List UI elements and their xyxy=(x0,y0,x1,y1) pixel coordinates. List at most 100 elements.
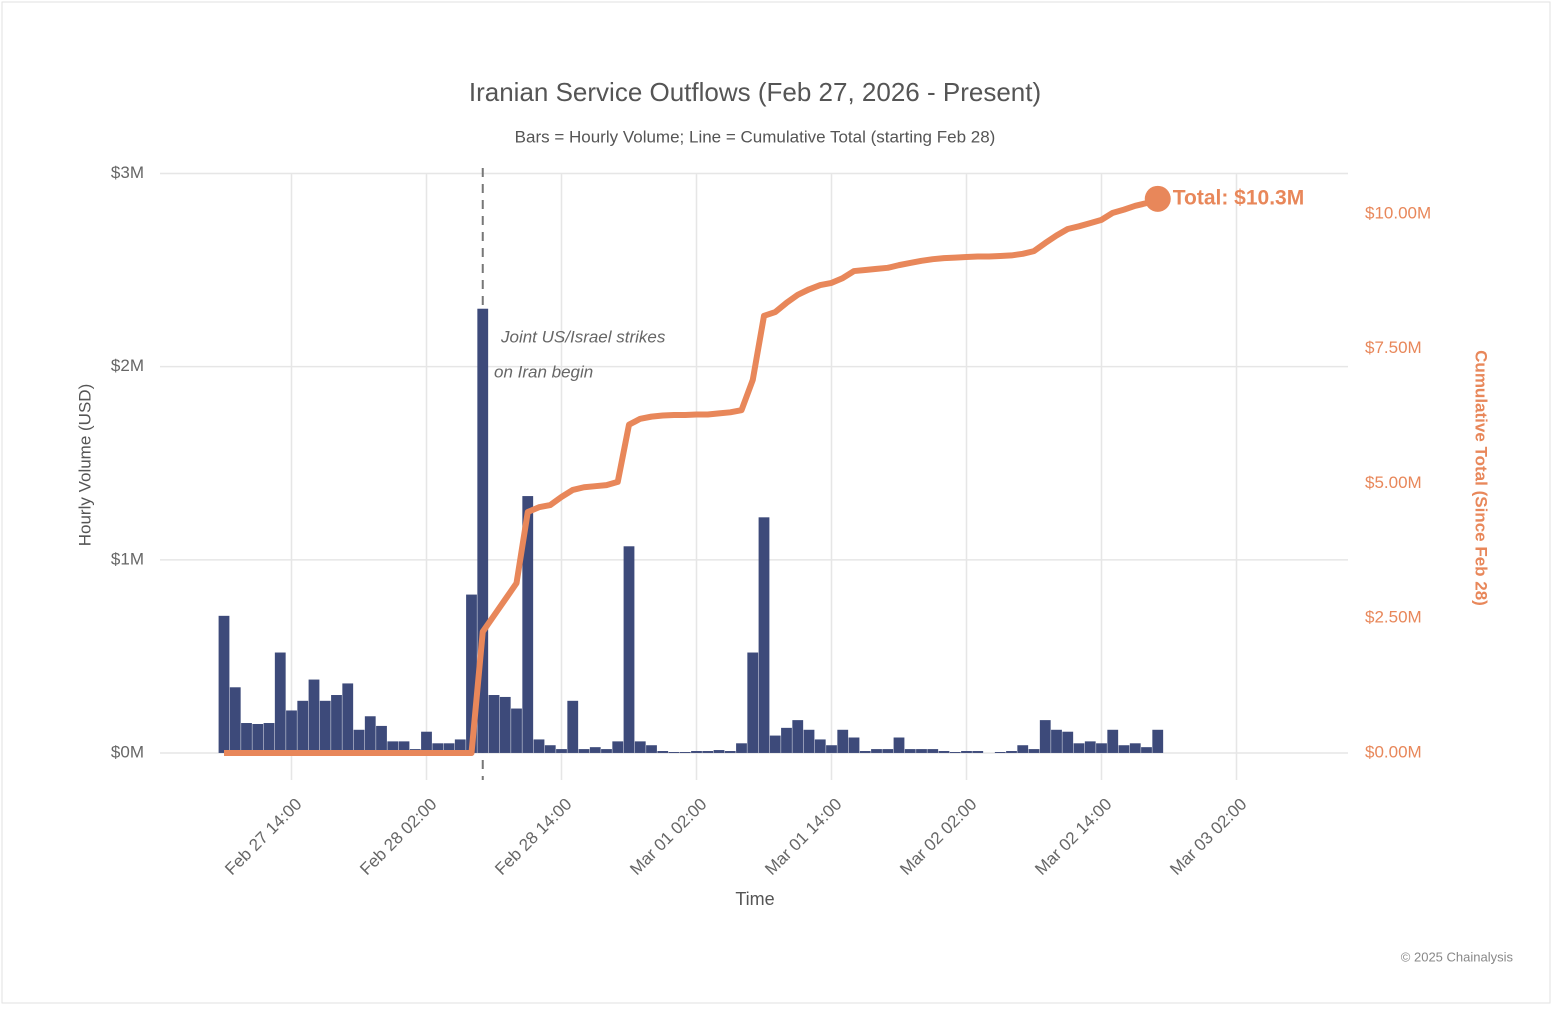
bar xyxy=(364,716,376,753)
bar xyxy=(938,751,950,753)
end-label: Total: $10.3M xyxy=(1173,186,1304,209)
bar xyxy=(1051,729,1062,753)
bar xyxy=(713,750,725,753)
bar xyxy=(646,745,657,753)
bar xyxy=(916,749,927,753)
bar xyxy=(466,594,477,753)
bar xyxy=(443,743,455,753)
bar xyxy=(792,720,804,753)
bar xyxy=(871,749,882,753)
bar xyxy=(1073,743,1085,753)
annotation: on Iran begin xyxy=(494,362,593,381)
y2-tick-label: $0.00M xyxy=(1365,743,1422,762)
y2-tick-label: $7.50M xyxy=(1365,338,1422,357)
bar xyxy=(1107,729,1119,753)
bar xyxy=(263,723,275,753)
y2-tick-label: $10.00M xyxy=(1365,203,1431,222)
bar xyxy=(477,308,489,753)
bar xyxy=(589,747,601,753)
bar xyxy=(691,751,702,753)
bar xyxy=(769,735,781,753)
bar xyxy=(623,546,635,753)
bar xyxy=(781,727,792,753)
bar xyxy=(1039,720,1051,753)
bar xyxy=(612,741,624,753)
bar xyxy=(1141,747,1152,753)
y-tick-label: $0M xyxy=(111,742,144,761)
bar xyxy=(556,749,567,753)
bar xyxy=(1084,741,1096,753)
y2-axis-title: Cumulative Total (Since Feb 28) xyxy=(1472,350,1491,606)
bar xyxy=(994,751,1006,753)
bar xyxy=(961,751,972,753)
bar xyxy=(353,729,365,753)
bar xyxy=(826,745,837,753)
y-tick-label: $1M xyxy=(111,549,144,568)
y2-tick-label: $2.50M xyxy=(1365,608,1422,627)
bar xyxy=(668,751,680,753)
bar xyxy=(837,729,849,753)
bar xyxy=(398,741,410,753)
bar xyxy=(252,723,264,753)
bar xyxy=(848,737,860,753)
chart-title: Iranian Service Outflows (Feb 27, 2026 -… xyxy=(469,77,1041,107)
bar xyxy=(1118,745,1130,753)
bar xyxy=(578,749,590,753)
bar xyxy=(904,749,916,753)
annotation: Joint US/Israel strikes xyxy=(500,327,666,346)
bar xyxy=(308,679,320,753)
bar xyxy=(634,741,646,753)
bar xyxy=(454,739,466,753)
bar xyxy=(533,739,545,753)
bar xyxy=(601,749,612,753)
chart-subtitle: Bars = Hourly Volume; Line = Cumulative … xyxy=(515,127,996,146)
bar xyxy=(488,695,500,753)
cumulative-line xyxy=(224,196,1159,757)
bar xyxy=(567,700,579,753)
bar xyxy=(893,737,905,753)
bar xyxy=(1096,743,1107,753)
bar xyxy=(499,696,511,753)
bar xyxy=(331,695,342,753)
bar xyxy=(702,751,714,753)
bar xyxy=(1006,751,1017,753)
footer: © 2025 Chainalysis xyxy=(1401,949,1514,964)
bar xyxy=(1129,743,1141,753)
bar xyxy=(803,729,815,753)
bar xyxy=(511,708,522,753)
bar xyxy=(657,751,669,753)
bar xyxy=(342,683,354,753)
bar xyxy=(927,749,939,753)
y-tick-label: $2M xyxy=(111,356,144,375)
bar xyxy=(432,743,444,753)
bar xyxy=(747,652,759,753)
bar xyxy=(679,751,691,753)
bar xyxy=(758,517,770,753)
y-axis-title: Hourly Volume (USD) xyxy=(75,384,94,547)
end-point xyxy=(1144,185,1171,212)
bar xyxy=(297,700,309,753)
x-axis-title: Time xyxy=(735,889,774,909)
bar xyxy=(814,739,826,753)
bar xyxy=(859,751,871,753)
bar xyxy=(286,710,297,753)
bar xyxy=(544,745,556,753)
bar xyxy=(274,652,286,753)
bar xyxy=(972,751,984,753)
bar xyxy=(421,731,432,753)
bar xyxy=(949,751,961,753)
bar xyxy=(319,700,331,753)
bar xyxy=(724,751,736,753)
bar xyxy=(1017,745,1029,753)
bar xyxy=(229,687,241,753)
bar xyxy=(522,496,534,753)
bar xyxy=(218,615,230,753)
bar xyxy=(1028,749,1040,753)
bar xyxy=(736,743,747,753)
bar xyxy=(241,723,252,753)
bar xyxy=(376,725,387,753)
bar xyxy=(1152,729,1164,753)
bar xyxy=(882,749,894,753)
